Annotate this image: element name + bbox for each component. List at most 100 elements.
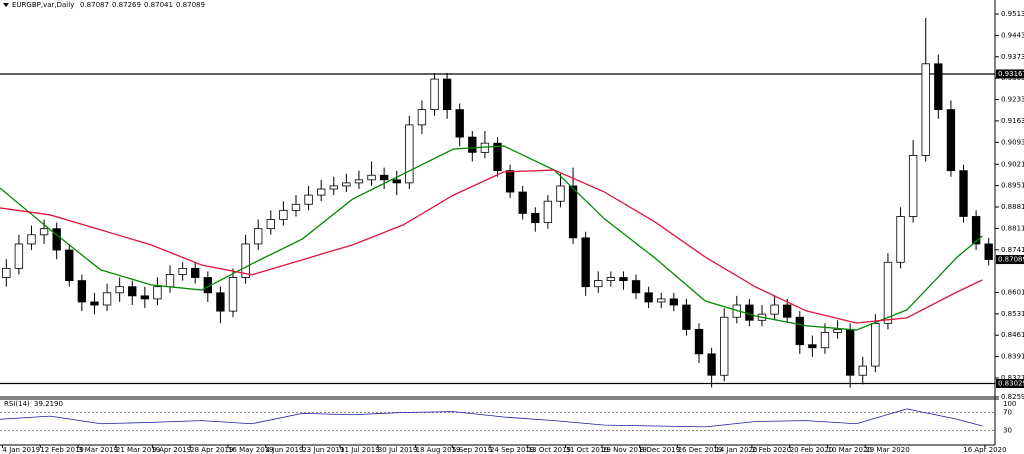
x-tick-label: 29 Mar 2020 [865,446,909,454]
candle-body [505,170,515,193]
rsi-value: 39.2190 [34,400,63,408]
candle-body [266,219,275,230]
candle-body [52,228,61,251]
candle-body [455,109,464,138]
candle-body [392,179,401,184]
x-tick-label: 2 Feb 2020 [752,446,791,454]
x-tick-label: 31 Oct 2019 [566,446,609,454]
candle-body [279,209,288,220]
x-tick-label: 16 Apr 2020 [963,446,1006,454]
candle-body [845,329,855,376]
header-value: 0.87041 [144,1,173,9]
chart-title: EURGBP,var,Daily [12,1,74,9]
x-tick-label: 20 Feb 2020 [790,446,834,454]
rsi-tick-label: 70 [1003,409,1012,417]
candle-body [921,63,930,156]
candle-body [241,243,250,278]
candle-body [417,109,427,126]
candle-body [883,261,893,324]
x-tick-label: 16 May 2019 [228,446,274,454]
header-value: 0.87087 [80,1,109,9]
candle-body [707,353,716,376]
x-tick-label: 28 Apr 2019 [190,446,233,454]
candle-body [720,316,729,376]
candle-body [631,280,641,294]
candle-body [140,295,150,300]
candle-body [820,332,830,349]
candle-body [153,286,162,300]
price-box-label: 0.87089 [998,256,1024,264]
candle-body [871,322,880,367]
candle-body [783,304,792,318]
moving-average [0,169,983,324]
candle-body [128,286,137,297]
candle-body [316,188,326,196]
price-box [996,379,1024,389]
candle-body [971,216,981,245]
candle-body [2,267,11,278]
price-box [996,69,1024,79]
candle-body [228,277,238,312]
candle-body [745,304,754,321]
candle-body [908,155,918,217]
candle-body [694,329,704,355]
candle-body [216,292,225,312]
candle-body [178,267,187,275]
price-box-label: 0.93167 [998,70,1024,78]
candle-body [808,344,817,349]
x-tick-label: 30 Jul 2019 [378,446,418,454]
candle-body [90,301,99,306]
candle-body [959,170,968,217]
candle-body [254,228,263,245]
candle-body [682,304,691,330]
candle-body [518,191,527,214]
x-tick-label: 24 Sep 2019 [490,446,534,454]
price-box-label: 0.83029 [998,380,1024,388]
price-box [996,255,1024,265]
candle-body [795,316,804,346]
rsi-tick-label: 100 [1003,400,1016,408]
rsi-tick-label: 30 [1003,427,1012,435]
candle-body [644,292,653,303]
candle-body [329,185,338,190]
candle-body [556,185,565,202]
candle-body [543,200,553,223]
candle-body [568,185,578,239]
x-tick-label: 4 Jun 2019 [266,446,304,454]
candle-body [27,234,36,245]
candle-body [531,213,540,223]
candle-body [430,78,439,111]
x-tick-label: 10 Mar 2020 [827,446,871,454]
header-value: 0.87269 [112,1,141,9]
x-tick-label: 23 Jun 2019 [302,446,344,454]
rsi-line [0,408,983,428]
candle-body [379,174,389,181]
candle-body [934,63,943,111]
x-tick-label: 19 Nov 2019 [602,446,647,454]
candle-body [39,228,49,236]
moving-average [0,145,983,331]
candle-body [770,304,779,315]
candle-body [354,179,364,184]
candle-body [165,274,175,288]
x-tick-label: 9 Apr 2019 [152,446,191,454]
header-value: 0.87089 [176,1,205,9]
candle-body [606,277,616,281]
x-tick-label: 12 Feb 2019 [40,446,84,454]
candle-body [65,249,74,281]
